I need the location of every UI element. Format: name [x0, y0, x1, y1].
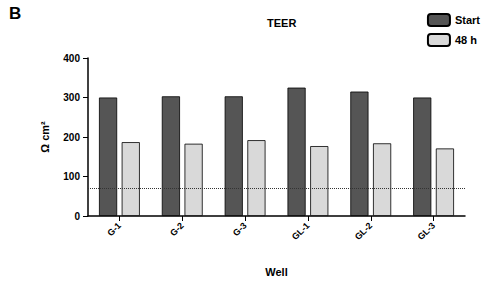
svg-text:G-2: G-2 — [168, 220, 186, 238]
svg-text:300: 300 — [63, 92, 80, 103]
svg-text:Start: Start — [455, 14, 480, 26]
svg-text:B: B — [9, 4, 21, 23]
svg-text:0: 0 — [74, 211, 80, 222]
svg-text:GL-2: GL-2 — [353, 220, 375, 242]
svg-text:400: 400 — [63, 53, 80, 64]
svg-text:Well: Well — [265, 266, 287, 278]
svg-text:G-3: G-3 — [231, 220, 249, 238]
svg-text:200: 200 — [63, 132, 80, 143]
svg-text:TEER: TEER — [267, 17, 296, 29]
svg-text:100: 100 — [63, 171, 80, 182]
svg-text:48 h: 48 h — [455, 34, 477, 46]
svg-text:GL-1: GL-1 — [290, 220, 312, 242]
svg-text:G-1: G-1 — [105, 220, 123, 238]
svg-text:GL-3: GL-3 — [416, 220, 438, 242]
svg-text:Ω cm²: Ω cm² — [39, 121, 51, 153]
